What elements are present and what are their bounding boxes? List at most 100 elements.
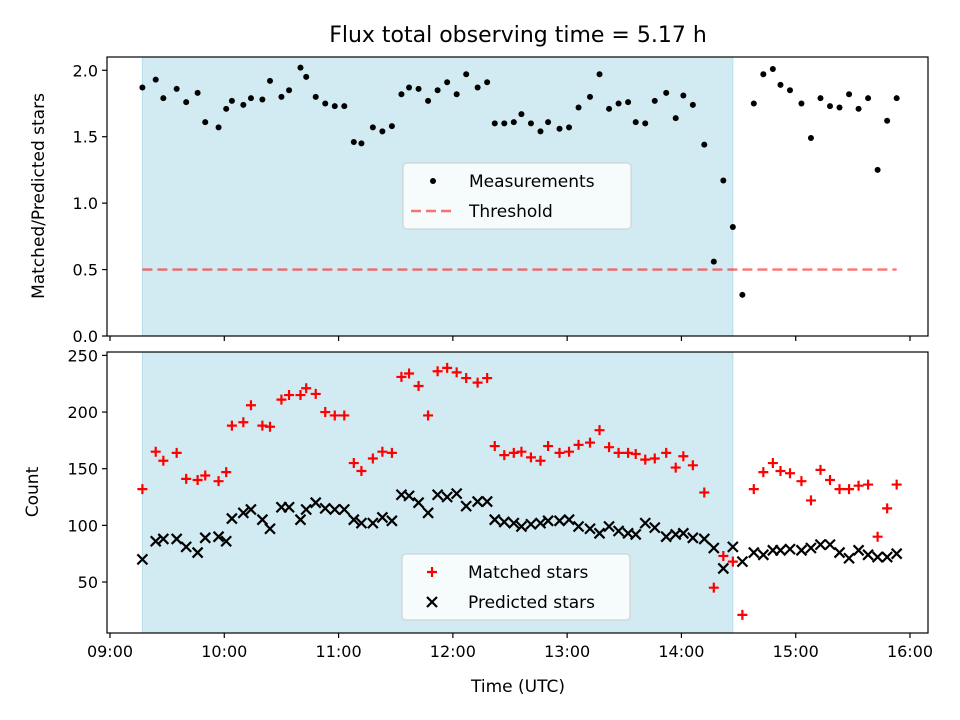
data-point <box>356 465 367 476</box>
data-point <box>640 454 651 465</box>
data-point <box>303 73 310 80</box>
data-point <box>594 425 605 436</box>
x-tick-label: 13:00 <box>544 642 590 661</box>
data-point <box>651 97 658 104</box>
data-point <box>585 437 595 448</box>
data-point <box>348 513 360 526</box>
data-point <box>404 368 415 379</box>
data-point <box>612 525 625 537</box>
data-point <box>194 89 201 96</box>
data-point <box>545 119 552 126</box>
data-point <box>680 92 687 99</box>
bottom-y-axis-label: Count <box>23 466 43 517</box>
data-point <box>212 530 225 543</box>
data-point <box>884 117 891 124</box>
data-point <box>137 484 148 495</box>
data-point <box>807 135 814 142</box>
y-tick-label: 150 <box>67 460 98 479</box>
data-point <box>708 542 720 554</box>
data-point <box>355 517 368 529</box>
data-point <box>422 507 434 519</box>
data-point <box>484 79 491 86</box>
data-point <box>358 140 365 147</box>
data-point <box>284 390 295 401</box>
data-point <box>199 532 212 544</box>
legend-label: Matched stars <box>468 563 588 583</box>
data-point <box>434 87 441 94</box>
data-point <box>256 513 269 526</box>
data-point <box>491 120 498 127</box>
data-point <box>893 95 900 102</box>
data-point <box>661 447 672 458</box>
data-point <box>642 120 649 127</box>
data-point <box>687 460 698 471</box>
data-point <box>471 495 484 508</box>
data-point <box>191 546 204 559</box>
data-point <box>297 64 304 71</box>
data-point <box>398 91 405 98</box>
data-point <box>573 439 584 450</box>
legend-box <box>401 553 631 621</box>
data-point <box>882 503 893 514</box>
data-point <box>556 125 563 132</box>
data-point <box>331 103 338 110</box>
data-point <box>396 371 407 382</box>
data-point <box>412 496 425 509</box>
data-point <box>267 77 273 84</box>
data-point <box>158 455 169 466</box>
data-point <box>442 362 453 373</box>
data-point <box>699 487 710 498</box>
data-point <box>587 93 593 100</box>
bottom-axes-frame <box>106 351 929 634</box>
data-point <box>843 552 855 564</box>
data-point <box>226 420 237 431</box>
legend-marker <box>430 178 436 184</box>
data-point <box>319 502 332 515</box>
data-point <box>805 495 816 506</box>
data-point <box>767 458 778 469</box>
top-chart-title: Flux total observing time = 5.17 h <box>329 23 707 48</box>
data-point <box>825 475 835 486</box>
data-point <box>862 549 874 561</box>
data-point <box>450 487 463 500</box>
data-point <box>276 394 287 405</box>
data-point <box>606 105 613 112</box>
data-point <box>183 99 190 106</box>
data-point <box>554 447 565 458</box>
data-point <box>367 453 378 464</box>
data-point <box>157 533 170 545</box>
x-axis-label: Time (UTC) <box>470 677 565 697</box>
data-point <box>508 447 519 458</box>
data-point <box>890 547 903 560</box>
data-point <box>757 549 770 561</box>
data-point <box>795 544 808 557</box>
data-point <box>672 115 679 122</box>
data-point <box>855 105 862 112</box>
x-tick-label: 14:00 <box>658 642 704 661</box>
data-point <box>750 100 757 107</box>
data-point <box>670 462 681 473</box>
data-point <box>748 546 760 559</box>
data-point <box>350 139 357 146</box>
data-point <box>649 453 660 464</box>
data-point <box>265 421 275 432</box>
data-point <box>758 467 769 478</box>
data-point <box>525 452 536 463</box>
data-point <box>777 81 784 88</box>
y-tick-label: 1.5 <box>73 128 98 147</box>
data-point <box>348 458 359 469</box>
data-point <box>444 79 451 86</box>
data-point <box>215 124 222 131</box>
data-point <box>136 553 149 566</box>
data-point <box>798 100 805 107</box>
data-point <box>784 543 796 555</box>
data-point <box>245 400 256 411</box>
x-tick-label: 15:00 <box>773 642 819 661</box>
data-point <box>259 96 266 103</box>
data-point <box>226 512 238 525</box>
data-point <box>441 491 453 503</box>
bottom-panel: 50 100 150 200 250 09:00 10:00 11:00 12:00 13:00 1… <box>67 346 933 661</box>
data-point <box>341 103 348 110</box>
data-point <box>677 527 690 540</box>
series-measurements <box>139 64 900 298</box>
